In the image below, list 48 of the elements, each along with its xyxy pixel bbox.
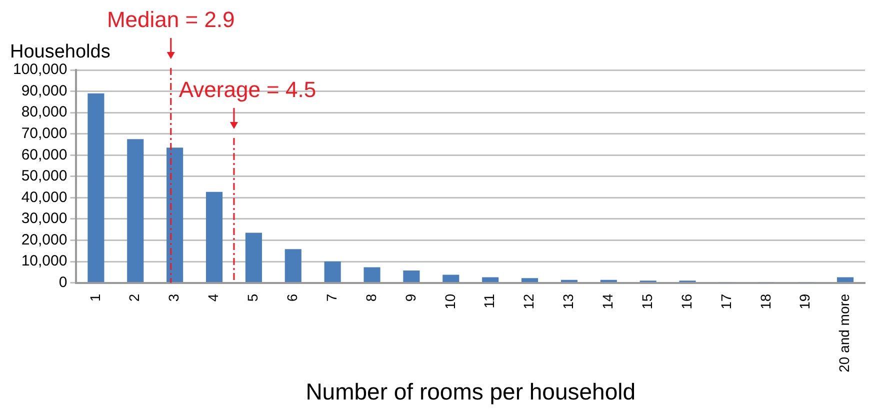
ref-line-label: Average = 4.5: [178, 77, 316, 102]
x-tick-label: 1: [86, 294, 103, 302]
x-tick-label: 2: [126, 294, 142, 302]
bar: [442, 274, 460, 282]
bar: [206, 192, 223, 282]
bar: [403, 270, 420, 282]
y-tick-label: 90,000: [21, 82, 68, 100]
x-tick-label: 16: [678, 294, 694, 310]
x-tick-label: 14: [600, 294, 616, 310]
ref-line-label: Median = 2.9: [106, 7, 235, 32]
y-axis-title: Households: [10, 42, 110, 63]
x-tick-label: 8: [362, 294, 379, 302]
x-tick-label: 3: [166, 294, 182, 302]
x-tick-label: 4: [205, 294, 222, 302]
y-tick-label: 50,000: [21, 168, 68, 185]
x-tick-label: 5: [244, 294, 261, 302]
y-tick-label: 100,000: [12, 61, 68, 78]
x-tick-label: 11: [481, 294, 498, 308]
x-tick-label: 19: [796, 294, 813, 310]
y-tick-label: 80,000: [21, 104, 68, 121]
x-tick-label: 18: [757, 294, 774, 310]
x-tick-label: 13: [560, 294, 576, 310]
bar: [482, 277, 499, 282]
y-tick-label: 20,000: [21, 231, 68, 248]
x-tick-label: 12: [520, 294, 537, 310]
bar: [521, 278, 538, 282]
x-tick-label: 15: [638, 294, 655, 310]
y-tick-label: 10,000: [21, 252, 68, 270]
x-axis-title: Number of rooms per household: [306, 378, 636, 405]
x-tick-label: 17: [718, 294, 734, 310]
bar: [166, 148, 184, 282]
bar: [127, 139, 144, 282]
bar: [837, 277, 854, 282]
x-tick-label: 10: [442, 294, 458, 310]
y-tick-label: 30,000: [21, 210, 68, 228]
y-tick-label: 40,000: [21, 188, 68, 206]
bar: [245, 232, 262, 282]
y-tick-label: 70,000: [21, 124, 68, 142]
bar: [364, 267, 380, 282]
x-tick-label: 20 and more: [836, 294, 852, 372]
x-tick-label: 9: [402, 294, 418, 302]
y-tick-label: 60,000: [21, 146, 68, 164]
bar: [324, 262, 341, 282]
x-tick-label: 6: [284, 294, 300, 302]
bar: [284, 249, 302, 282]
x-tick-label: 7: [323, 294, 340, 302]
bar: [88, 93, 104, 282]
y-tick-label: 0: [58, 274, 68, 291]
